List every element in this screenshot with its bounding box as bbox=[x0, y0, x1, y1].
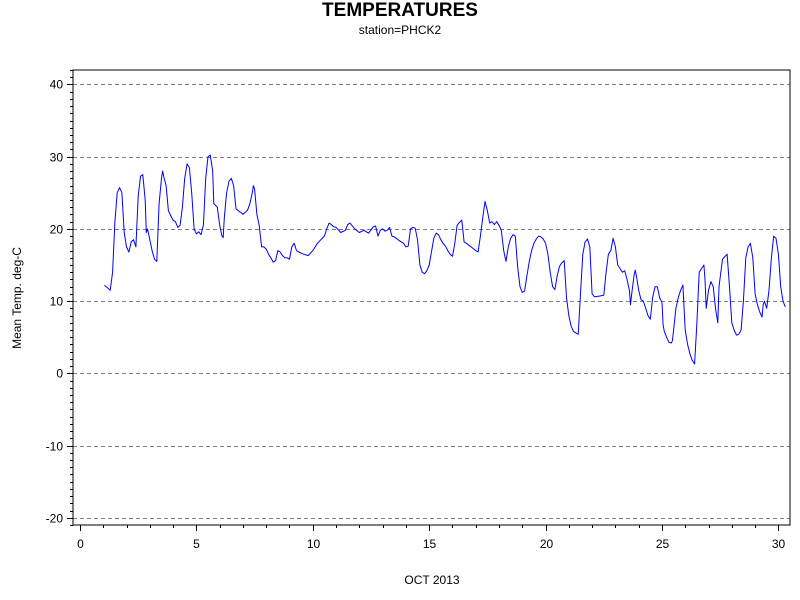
temperature-series-line bbox=[104, 154, 786, 365]
x-tick-label: 25 bbox=[656, 537, 670, 551]
plot-frame bbox=[72, 69, 791, 526]
major-ticks: -20 -10 0 10 20 30 40 0 5 10 15 20 25 30 bbox=[46, 78, 786, 552]
x-tick-label: 20 bbox=[540, 537, 554, 551]
x-tick-label: 30 bbox=[772, 537, 786, 551]
x-tick-label: 10 bbox=[307, 537, 321, 551]
x-tick-label: 0 bbox=[77, 537, 84, 551]
y-tick-label: -10 bbox=[46, 440, 64, 454]
grid-lines bbox=[73, 84, 790, 519]
x-axis-label: OCT 2013 bbox=[404, 573, 459, 587]
chart-title: TEMPERATURES bbox=[322, 0, 478, 21]
chart-subtitle: station=PHCK2 bbox=[358, 23, 442, 37]
y-axis-label: Mean Temp. deg-C bbox=[10, 247, 24, 349]
y-tick-label: 0 bbox=[56, 367, 63, 381]
y-tick-label: 40 bbox=[50, 78, 64, 92]
x-tick-label: 15 bbox=[423, 537, 437, 551]
y-tick-label: 20 bbox=[50, 223, 64, 237]
series-group bbox=[104, 154, 786, 365]
y-tick-label: -20 bbox=[46, 512, 64, 526]
y-tick-label: 10 bbox=[50, 295, 64, 309]
x-tick-label: 5 bbox=[193, 537, 200, 551]
y-tick-label: 30 bbox=[50, 151, 64, 165]
